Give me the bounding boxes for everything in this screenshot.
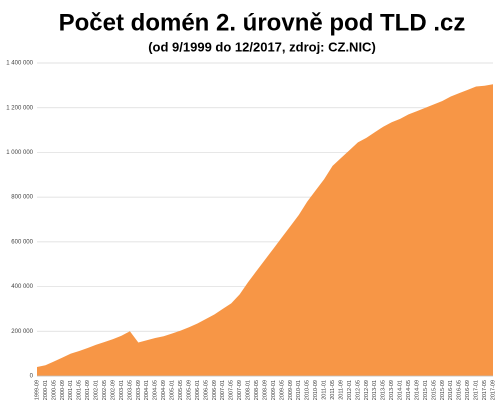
y-tick-label: 1 200 000 [6, 105, 33, 111]
x-tick-label: 2012-01 [347, 380, 353, 400]
x-tick-label: 2009-09 [288, 380, 294, 400]
x-tick-label: 1999-09 [34, 380, 40, 400]
x-tick-label: 2001-05 [77, 380, 83, 400]
x-tick-label: 2014-05 [406, 380, 412, 400]
x-tick-label: 2017-09 [490, 380, 496, 400]
x-tick-label: 2014-09 [414, 380, 420, 400]
x-tick-label: 2008-05 [254, 380, 260, 400]
x-tick-label: 2017-01 [474, 380, 480, 400]
x-tick-label: 2005-05 [178, 380, 184, 400]
x-tick-label: 2016-01 [448, 380, 454, 400]
x-tick-label: 2010-01 [296, 380, 302, 400]
x-tick-label: 2014-01 [398, 380, 404, 400]
x-tick-label: 2001-09 [85, 380, 91, 400]
x-tick-label: 2000-01 [43, 380, 49, 400]
x-tick-label: 2010-09 [313, 380, 319, 400]
x-tick-label: 2015-09 [440, 380, 446, 400]
x-tick-label: 2000-09 [60, 380, 66, 400]
x-tick-label: 2001-01 [68, 380, 74, 400]
y-tick-label: 800 000 [11, 195, 33, 201]
x-tick-label: 2016-09 [465, 380, 471, 400]
x-tick-label: 2009-01 [271, 380, 277, 400]
y-tick-label: 0 [30, 374, 34, 380]
x-tick-label: 2007-01 [220, 380, 226, 400]
x-tick-label: 2007-09 [237, 380, 243, 400]
x-tick-label: 2017-05 [482, 380, 488, 400]
x-tick-label: 2016-05 [457, 380, 463, 400]
x-tick-label: 2002-09 [110, 380, 116, 400]
x-tick-label: 2006-01 [195, 380, 201, 400]
x-tick-label: 2006-05 [203, 380, 209, 400]
x-tick-label: 2013-01 [372, 380, 378, 400]
x-tick-label: 2004-09 [161, 380, 167, 400]
x-tick-label: 2013-09 [389, 380, 395, 400]
x-tick-label: 2002-01 [94, 380, 100, 400]
x-tick-label: 2011-01 [322, 380, 328, 400]
x-tick-label: 2003-09 [136, 380, 142, 400]
x-tick-label: 2013-05 [381, 380, 387, 400]
x-tick-label: 2010-05 [305, 380, 311, 400]
y-tick-label: 1 400 000 [6, 61, 33, 67]
x-tick-label: 2003-01 [119, 380, 125, 400]
area [37, 84, 493, 376]
x-tick-label: 2005-01 [170, 380, 176, 400]
x-tick-label: 2006-09 [212, 380, 218, 400]
x-tick-label: 2009-05 [279, 380, 285, 400]
y-tick-label: 400 000 [11, 284, 33, 290]
y-tick-label: 1 000 000 [6, 150, 33, 156]
x-tick-label: 2004-01 [144, 380, 150, 400]
x-tick-label: 2012-09 [364, 380, 370, 400]
x-tick-label: 2015-01 [423, 380, 429, 400]
y-tick-label: 600 000 [11, 239, 33, 245]
chart-title: Počet domén 2. úrovně pod TLD .cz [59, 9, 466, 36]
x-tick-label: 2012-05 [355, 380, 361, 400]
x-tick-label: 2002-05 [102, 380, 108, 400]
x-tick-label: 2005-09 [186, 380, 192, 400]
x-tick-label: 2003-05 [127, 380, 133, 400]
x-tick-label: 2008-01 [246, 380, 252, 400]
x-tick-label: 2011-09 [338, 380, 344, 400]
x-tick-label: 2004-05 [153, 380, 159, 400]
y-tick-label: 200 000 [11, 329, 33, 335]
chart-subtitle: (od 9/1999 do 12/2017, zdroj: CZ.NIC) [148, 39, 376, 54]
x-tick-label: 2008-09 [262, 380, 268, 400]
x-tick-label: 2000-05 [51, 380, 57, 400]
x-tick-label: 2011-05 [330, 380, 336, 400]
x-tick-label: 2015-05 [431, 380, 437, 400]
x-tick-label: 2007-05 [229, 380, 235, 400]
